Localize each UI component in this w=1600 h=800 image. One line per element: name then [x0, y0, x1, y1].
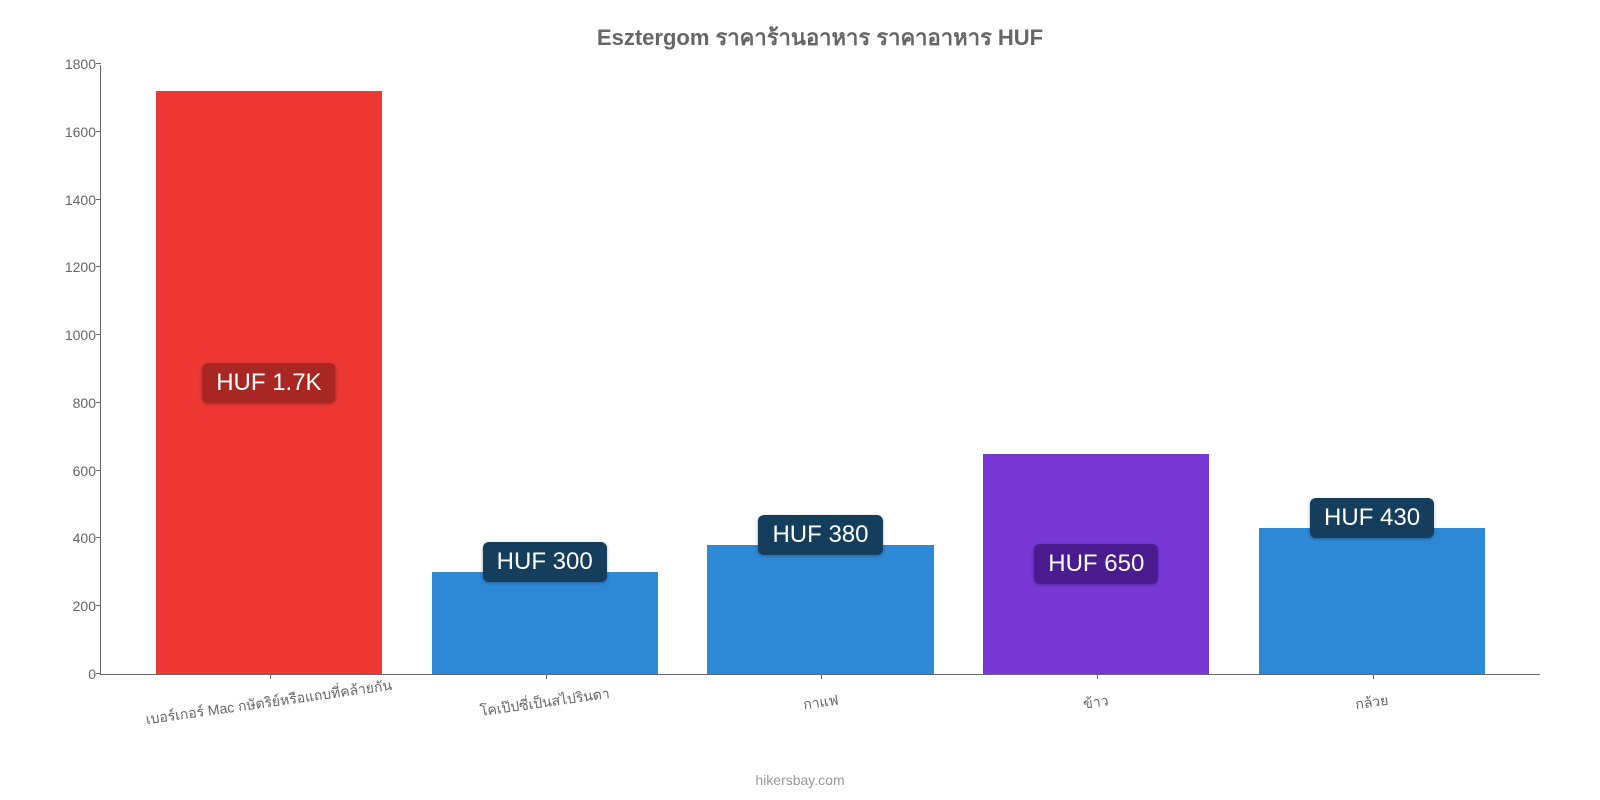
y-tick-label: 800 [41, 395, 96, 411]
x-axis: เบอร์เกอร์ Mac กษัตริย์หรือแถบที่คล้ายกั… [101, 692, 1540, 714]
y-tick-mark [96, 131, 101, 132]
y-tick-label: 1400 [41, 192, 96, 208]
x-axis-label: กล้วย [1234, 673, 1510, 733]
bar: HUF 380 [707, 545, 933, 674]
y-tick-mark [96, 605, 101, 606]
bar: HUF 1.7K [156, 91, 382, 674]
x-axis-label: กาแฟ [682, 673, 958, 733]
y-tick-mark [96, 673, 101, 674]
y-tick-label: 400 [41, 530, 96, 546]
x-tick-mark [546, 674, 547, 679]
value-badge: HUF 430 [1310, 498, 1434, 538]
y-tick-mark [96, 470, 101, 471]
y-tick-mark [96, 199, 101, 200]
attribution-text: hikersbay.com [755, 772, 844, 788]
bar-group: HUF 430 [1234, 65, 1510, 674]
value-badge: HUF 650 [1034, 544, 1158, 584]
chart-container: Esztergom ราคาร้านอาหาร ราคาอาหาร HUF 02… [0, 0, 1600, 800]
y-tick-label: 200 [41, 598, 96, 614]
y-tick-mark [96, 537, 101, 538]
y-tick-mark [96, 266, 101, 267]
bar-group: HUF 380 [683, 65, 959, 674]
y-tick-label: 0 [41, 666, 96, 682]
y-tick-label: 1000 [41, 327, 96, 343]
bars-region: HUF 1.7K HUF 300 HUF 380 HUF 650 HUF 430 [101, 65, 1540, 674]
y-tick-label: 1600 [41, 124, 96, 140]
bar-group: HUF 300 [407, 65, 683, 674]
x-tick-mark [821, 674, 822, 679]
y-tick-mark [96, 63, 101, 64]
bar-group: HUF 1.7K [131, 65, 407, 674]
x-axis-label: โคเป๊ปซี่เป็นสไปรินดา [407, 673, 683, 733]
y-axis: 020040060080010001200140016001800 [41, 65, 96, 674]
x-tick-mark [1097, 674, 1098, 679]
bar-group: HUF 650 [958, 65, 1234, 674]
x-axis-label: เบอร์เกอร์ Mac กษัตริย์หรือแถบที่คล้ายกั… [131, 673, 407, 733]
plot-area: 020040060080010001200140016001800 HUF 1.… [100, 65, 1540, 675]
y-tick-mark [96, 402, 101, 403]
value-badge: HUF 1.7K [202, 363, 335, 403]
chart-title: Esztergom ราคาร้านอาหาร ราคาอาหาร HUF [100, 20, 1540, 55]
value-badge: HUF 380 [758, 515, 882, 555]
value-badge: HUF 300 [483, 542, 607, 582]
y-tick-label: 1800 [41, 56, 96, 72]
x-tick-mark [1373, 674, 1374, 679]
y-tick-mark [96, 334, 101, 335]
y-tick-label: 1200 [41, 259, 96, 275]
x-axis-label: ข้าว [958, 673, 1234, 733]
x-tick-mark [270, 674, 271, 679]
bar: HUF 650 [983, 454, 1209, 674]
bar: HUF 300 [432, 572, 658, 674]
y-tick-label: 600 [41, 463, 96, 479]
bar: HUF 430 [1259, 528, 1485, 674]
